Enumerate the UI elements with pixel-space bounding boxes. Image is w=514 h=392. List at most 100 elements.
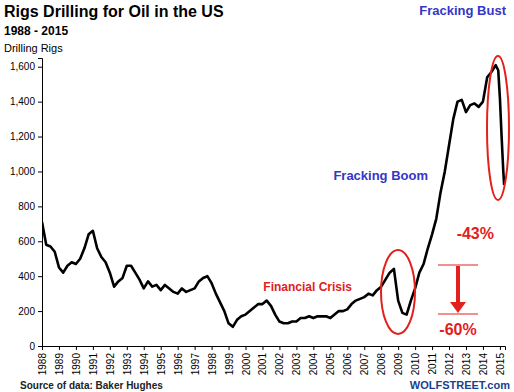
- x-tick-label: 2006: [342, 353, 353, 376]
- x-tick-mark: [178, 346, 179, 350]
- y-tick: 1,200: [10, 131, 42, 142]
- y-tick: 600: [18, 236, 42, 247]
- x-tick: 2015: [495, 346, 506, 375]
- x-tick-mark: [296, 346, 297, 350]
- plot-area: [42, 65, 504, 327]
- x-tick: 2014: [478, 346, 489, 375]
- subtitle: 1988 - 2015: [4, 24, 68, 38]
- y-axis-line: [38, 59, 43, 347]
- y-tick: 200: [18, 306, 42, 317]
- x-axis-line: [43, 347, 506, 351]
- x-tick-label: 2005: [325, 353, 336, 376]
- x-tick-mark: [144, 346, 145, 350]
- x-tick-label: 2008: [376, 353, 387, 376]
- y-tick-label: 600: [18, 236, 35, 247]
- x-tick: 1994: [139, 346, 150, 375]
- x-tick-mark: [161, 346, 162, 350]
- x-tick: 2009: [393, 346, 404, 375]
- arrow-head: [450, 302, 466, 313]
- x-tick-label: 2014: [478, 353, 489, 376]
- y-tick: 1,000: [10, 166, 42, 177]
- arrow-guide: [438, 265, 478, 266]
- x-tick-mark: [42, 346, 43, 350]
- x-tick-label: 2012: [444, 353, 455, 376]
- y-tick: 1,400: [10, 96, 42, 107]
- y-tick-mark: [38, 241, 42, 242]
- x-tick: 2001: [257, 346, 268, 375]
- y-tick: 800: [18, 201, 42, 212]
- annotation: Financial Crisis: [263, 280, 352, 294]
- x-tick-mark: [212, 346, 213, 350]
- x-tick-mark: [279, 346, 280, 350]
- x-tick: 1998: [207, 346, 218, 375]
- x-tick-label: 1997: [190, 353, 201, 376]
- x-tick-label: 1988: [37, 353, 48, 376]
- y-axis: 0 200 400 600 800 1,000 1,200 1,400 1,600: [10, 59, 43, 352]
- x-tick-mark: [110, 346, 111, 350]
- decorations: [381, 56, 509, 334]
- x-tick: 1989: [54, 346, 65, 375]
- x-tick-mark: [127, 346, 128, 350]
- x-tick: 2005: [325, 346, 336, 375]
- y-tick-label: 1,400: [10, 96, 35, 107]
- y-tick-mark: [38, 276, 42, 277]
- x-tick: 2008: [376, 346, 387, 375]
- x-tick-label: 2007: [359, 353, 370, 376]
- x-tick: 2007: [359, 346, 370, 375]
- x-tick-label: 1994: [139, 353, 150, 376]
- x-tick-label: 2011: [427, 353, 438, 375]
- y-axis-label: Drilling Rigs: [4, 42, 63, 54]
- x-tick-mark: [195, 346, 196, 350]
- highlight-ellipse: [381, 250, 415, 334]
- y-tick-label: 1,000: [10, 166, 35, 177]
- x-tick-label: 2009: [393, 353, 404, 376]
- y-tick-label: 0: [29, 341, 35, 352]
- y-tick-mark: [38, 206, 42, 207]
- x-tick-mark: [381, 346, 382, 350]
- x-tick-label: 1990: [71, 353, 82, 376]
- x-tick-mark: [483, 346, 484, 350]
- x-tick-label: 2010: [410, 353, 421, 376]
- x-tick: 1993: [122, 346, 133, 375]
- x-tick-mark: [93, 346, 94, 350]
- x-tick-mark: [229, 346, 230, 350]
- x-tick: 1997: [190, 346, 201, 375]
- y-tick-mark: [38, 102, 42, 103]
- x-tick: 2012: [444, 346, 455, 375]
- arrow-guide: [438, 314, 478, 315]
- x-tick-label: 2001: [257, 353, 268, 376]
- y-tick-mark: [38, 67, 42, 68]
- x-tick-label: 1999: [224, 353, 235, 376]
- x-tick-label: 1993: [122, 353, 133, 376]
- x-tick-label: 1992: [105, 353, 116, 376]
- highlight-ellipse: [487, 56, 509, 200]
- title: Rigs Drilling for Oil in the US: [4, 3, 224, 20]
- x-tick-label: 2004: [308, 353, 319, 376]
- y-tick: 0: [29, 341, 42, 352]
- x-tick-mark: [449, 346, 450, 350]
- y-tick-label: 400: [18, 271, 35, 282]
- x-tick-label: 1998: [207, 353, 218, 376]
- x-tick: 1999: [224, 346, 235, 375]
- y-tick-mark: [38, 137, 42, 138]
- x-tick: 2006: [342, 346, 353, 375]
- arrow-shaft: [456, 266, 460, 304]
- y-tick-mark: [38, 311, 42, 312]
- x-tick-label: 2002: [274, 353, 285, 376]
- x-tick-label: 1989: [54, 353, 65, 376]
- x-tick: 2000: [241, 346, 252, 375]
- x-tick-label: 2015: [495, 353, 506, 376]
- annotation: -60%: [439, 321, 476, 338]
- x-tick: 2011: [427, 346, 438, 375]
- x-tick-label: 1991: [88, 353, 99, 376]
- y-tick-label: 1,200: [10, 131, 35, 142]
- x-tick-mark: [500, 346, 501, 350]
- x-tick-label: 2003: [291, 353, 302, 376]
- x-tick-mark: [415, 346, 416, 350]
- y-tick: 1,600: [10, 61, 42, 72]
- x-tick-mark: [76, 346, 77, 350]
- y-tick-label: 200: [18, 306, 35, 317]
- x-tick: 1992: [105, 346, 116, 375]
- x-tick: 1996: [173, 346, 184, 375]
- chart-svg: Rigs Drilling for Oil in the US 1988 - 20…: [0, 0, 514, 392]
